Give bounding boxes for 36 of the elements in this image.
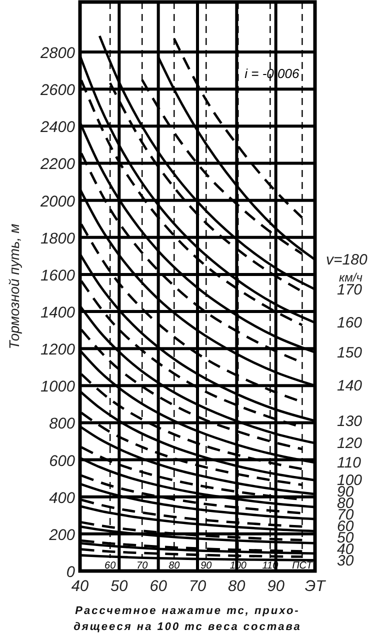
y-axis-title: Тормозной путь, м [6, 223, 22, 350]
x2-tick-label: 70 [136, 560, 148, 572]
y-tick-label: 200 [48, 526, 76, 544]
x-tick-label: 40 [71, 578, 89, 595]
x-tick-label: 50 [110, 578, 128, 595]
x-axis-title: Рассчетное нажатие тс, прихо- дящееся на 100 тс веса состава [74, 605, 302, 633]
y-tick-label: 2000 [40, 193, 76, 210]
x2-tick-label: 80 [168, 560, 180, 572]
x2-tick-label: 90 [200, 560, 212, 572]
x2-tick-label: ПСТ [292, 560, 314, 572]
y-tick-label: 1000 [40, 378, 76, 396]
series-label: 130 [337, 412, 363, 430]
y-tick-label: 1400 [40, 304, 76, 322]
y-tick-label: 0 [66, 564, 76, 581]
y-tick-label: 800 [49, 416, 76, 433]
series-label: 110 [337, 454, 362, 472]
series-label: 160 [337, 314, 363, 332]
x-tick-label: 90 [267, 578, 285, 595]
y-tick-label: 400 [49, 490, 76, 507]
y-tick-label: 2400 [40, 119, 76, 136]
y-tick-label: 600 [49, 452, 76, 470]
y-tick-label: 1800 [40, 230, 76, 248]
series-label: 120 [337, 435, 363, 452]
x-tick-label: 70 [188, 578, 206, 595]
y-tick-label: 2800 [40, 45, 76, 62]
series-label: v=180 [326, 252, 368, 269]
series-label: 150 [337, 344, 363, 362]
y-tick-label: 1200 [40, 342, 76, 359]
y-tick-label: 1600 [40, 267, 76, 284]
x-tick-label: ЭТ [304, 578, 327, 595]
x-tick-label: 60 [150, 578, 168, 595]
series-label: 140 [337, 378, 363, 395]
x-tick-label: 80 [228, 578, 246, 595]
y-tick-label: 2200 [40, 156, 76, 174]
x2-tick-label: 60 [104, 560, 116, 572]
y-tick-label: 2600 [40, 82, 76, 100]
